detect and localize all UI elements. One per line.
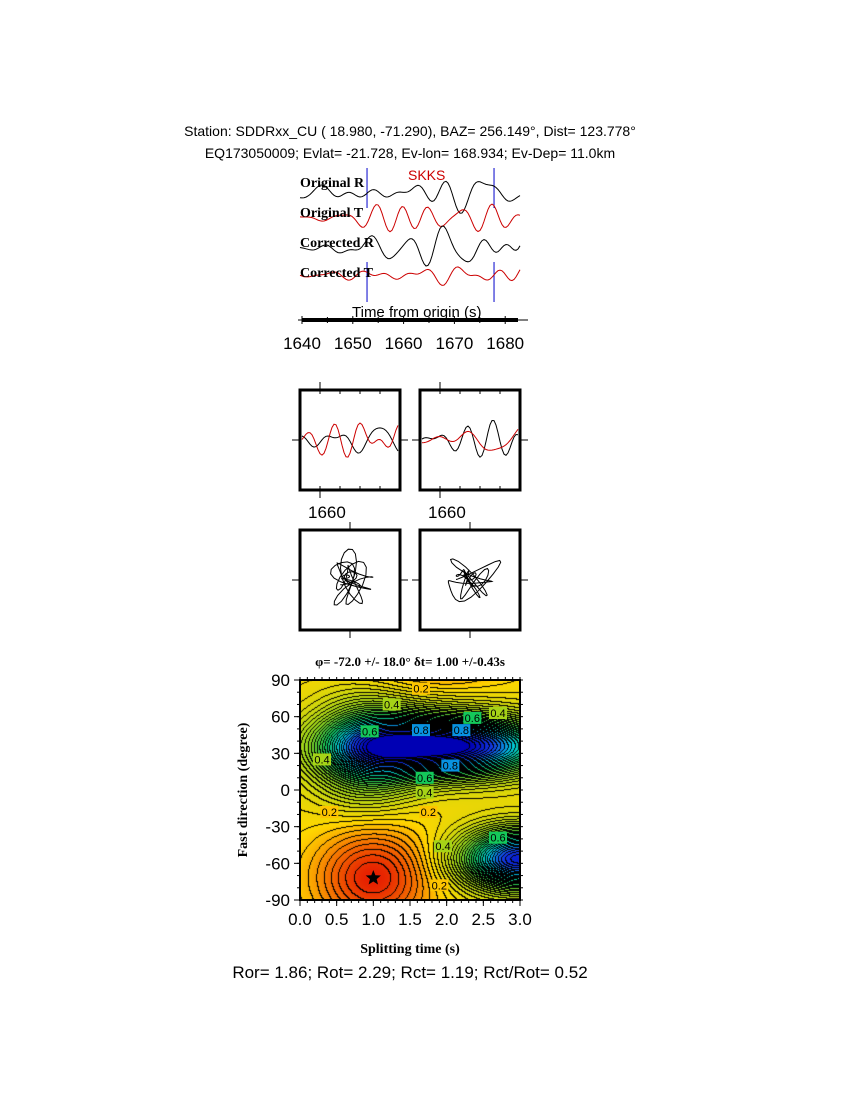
map-title: φ= -72.0 +/- 18.0° δt= 1.00 +/-0.43s [315, 654, 505, 669]
trace-original-r [299, 180, 521, 214]
contour-label-bg [412, 682, 430, 695]
header-line1: Station: SDDRxx_CU ( 18.980, -71.290), B… [184, 123, 636, 139]
trace-corrected-r [299, 225, 521, 267]
y-tick-label: 90 [271, 671, 290, 690]
best-fit-star-icon [365, 870, 381, 885]
contour-label: 0.8 [454, 725, 469, 737]
x-tick-label: 1.0 [362, 910, 386, 929]
contour-label: 0.4 [490, 708, 505, 720]
contour-label-bg [382, 698, 401, 711]
panel-frame [298, 388, 402, 492]
contour-label-bg [415, 771, 434, 784]
trace-corrected-t [299, 266, 521, 286]
contour-label: 0.2 [432, 880, 447, 892]
x-tick-label: 1660 [385, 334, 423, 353]
trace-original-t [299, 203, 521, 233]
y-tick-label: -60 [265, 854, 290, 873]
contour-label: 0.6 [490, 833, 505, 845]
x-tick-label: 1640 [283, 334, 321, 353]
x-axis-label: Time from origin (s) [352, 304, 481, 321]
splitting-map: 0.0 0.5 1.0 1.5 2.0 2.5 3.0 90 60 30 0 -30 -60 -90 0.2… [265, 671, 531, 929]
x-tick-label: 2.5 [472, 910, 496, 929]
contour-label: 0.4 [435, 841, 450, 853]
panel-frame [418, 388, 522, 492]
contour-label-bg [489, 707, 507, 719]
map-y-label: Fast direction (degree) [236, 722, 251, 857]
contour-label: 0.2 [322, 807, 337, 819]
contour-label-bg [313, 753, 331, 766]
trace-label: Corrected R [300, 236, 375, 251]
contour-label-bg [441, 759, 460, 772]
contour-label-bg [320, 806, 339, 818]
trace-label: Original T [300, 206, 364, 221]
contour-label: 0.6 [362, 726, 377, 738]
contour-label: 0.4 [417, 787, 432, 799]
contour-label-bg [419, 806, 438, 818]
x-tick-label: 0.5 [325, 910, 349, 929]
contour-label: 0.6 [417, 773, 432, 785]
y-tick-label: -90 [265, 891, 290, 910]
contour-label: 0.4 [384, 699, 399, 711]
small-panels [292, 382, 528, 638]
x-tick-label: 2.0 [435, 910, 459, 929]
particle-motion [330, 548, 374, 606]
footer-stats: Ror= 1.86; Rot= 2.29; Rct= 1.19; Rct/Rot… [232, 963, 587, 982]
y-tick-label: 30 [271, 744, 290, 763]
contour-field [300, 680, 520, 900]
contour-label-bg [360, 725, 379, 738]
contour-label-bg [412, 724, 430, 737]
y-tick-label: 60 [271, 708, 290, 727]
x-tick-label: 0.0 [288, 910, 312, 929]
overlay-tick-label: 1660 [308, 503, 346, 522]
contour-label-bg [434, 840, 452, 853]
contour-label-bg [415, 786, 434, 799]
x-tick-label: 1680 [486, 334, 524, 353]
contour-label: 0.4 [314, 754, 329, 766]
overlay-tick-label: 1660 [428, 503, 466, 522]
overlay-trace-t [421, 429, 519, 451]
contour-label: 0.8 [443, 761, 458, 773]
overlay-trace-r [421, 419, 519, 458]
contour-label-bg [452, 724, 471, 737]
contour-label: 0.6 [465, 713, 480, 725]
map-frame [299, 679, 521, 901]
contour-label-bg [430, 879, 449, 892]
contour-label: 0.2 [413, 684, 428, 696]
trace-label: Original R [300, 176, 365, 191]
x-ticks: 1640 1650 1660 1670 1680 [283, 316, 524, 353]
particle-motion [447, 558, 502, 603]
contour-label-bg [489, 831, 507, 844]
x-tick-label: 1.5 [398, 910, 422, 929]
y-tick-label: -30 [265, 818, 290, 837]
y-tick-label: 0 [281, 781, 290, 800]
x-tick-label: 3.0 [508, 910, 532, 929]
header-line2: EQ173050009; Evlat= -21.728, Ev-lon= 168… [205, 145, 615, 161]
contour-label: 0.8 [413, 725, 428, 737]
overlay-trace-t [301, 422, 399, 458]
x-tick-label: 1670 [435, 334, 473, 353]
x-tick-label: 1650 [334, 334, 372, 353]
map-x-label: Splitting time (s) [360, 942, 460, 957]
trace-label: Corrected T [300, 266, 374, 281]
contour-label-bg [463, 711, 482, 724]
overlay-trace-r [301, 427, 399, 454]
waveform-panel: Original R Original T Corrected R Correc… [283, 167, 528, 353]
contour-label: 0.2 [421, 807, 436, 819]
phase-label: SKKS [408, 167, 445, 183]
